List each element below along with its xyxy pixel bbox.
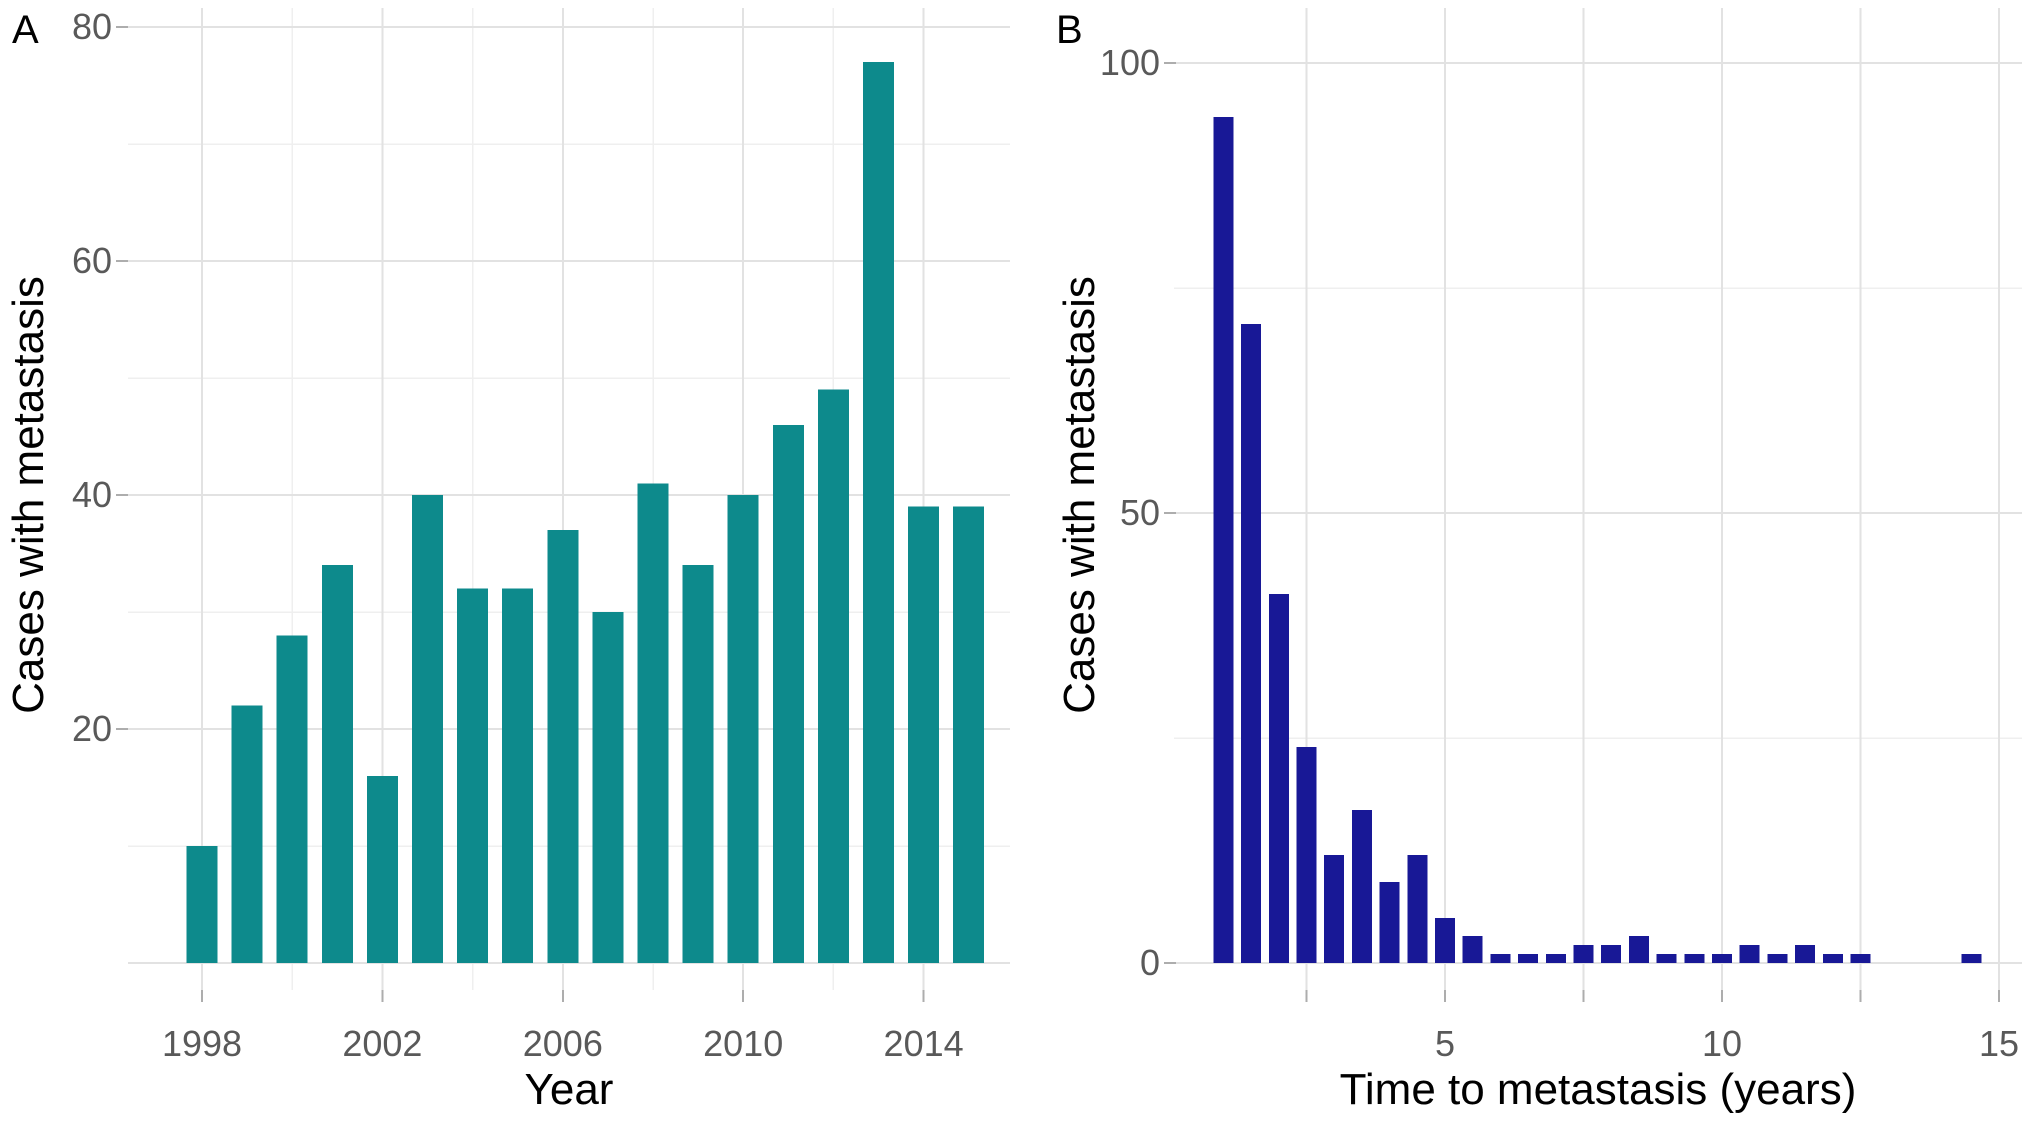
bar (1351, 810, 1372, 963)
bar (772, 424, 804, 963)
bar (682, 565, 714, 963)
bar (1435, 918, 1455, 963)
panel-a-label: A (12, 8, 39, 52)
x-tick-label: 10 (1702, 1023, 1742, 1064)
bar (276, 635, 308, 963)
y-tick-label: 50 (1120, 492, 1160, 533)
bar (1767, 954, 1788, 963)
bar (1545, 954, 1566, 963)
bar (366, 775, 398, 963)
bar (1462, 936, 1483, 963)
bar (1490, 954, 1511, 963)
bar (1795, 945, 1816, 963)
bar (1213, 117, 1234, 963)
bar (231, 705, 263, 963)
bar (1739, 945, 1760, 963)
bar (1573, 945, 1594, 963)
bar (1850, 954, 1871, 963)
bar (547, 530, 579, 963)
x-tick-label: 1998 (162, 1023, 242, 1064)
bar (1518, 954, 1539, 963)
bar (953, 506, 985, 963)
bar (186, 846, 218, 963)
bar (1601, 945, 1622, 963)
bar (637, 483, 669, 963)
bar (727, 495, 759, 963)
y-tick-label: 40 (72, 474, 112, 515)
bar (863, 62, 894, 964)
panel-b-label: B (1056, 8, 1083, 52)
bar (592, 612, 624, 963)
y-tick-label: 60 (72, 240, 112, 281)
bar (1961, 954, 1982, 963)
y-tick-label: 20 (72, 708, 112, 749)
bar (1241, 324, 1262, 963)
bar (1656, 954, 1677, 963)
bar (1712, 954, 1732, 963)
bar (1296, 747, 1317, 963)
x-tick-label: 15 (1979, 1023, 2019, 1064)
y-tick-label: 0 (1140, 942, 1160, 983)
y-tick-label: 80 (72, 6, 112, 47)
bar (908, 506, 940, 963)
panel-b-x-axis-title: Time to metastasis (years) (1339, 1065, 1857, 1114)
bar (321, 565, 353, 963)
panel-a-x-axis-title: Year (524, 1065, 614, 1114)
bar (1268, 594, 1289, 963)
bar (412, 495, 443, 963)
bar (817, 389, 849, 963)
bar (1407, 855, 1428, 963)
x-tick-label: 2014 (884, 1023, 964, 1064)
bar (502, 588, 534, 963)
bar (457, 588, 489, 963)
bar (1684, 954, 1705, 963)
x-tick-label: 2010 (703, 1023, 783, 1064)
bar (1379, 882, 1400, 963)
x-tick-label: 2006 (523, 1023, 603, 1064)
bar (1324, 855, 1345, 963)
bar (1628, 936, 1649, 963)
panel-b-y-axis-title: Cases with metastasis (1055, 276, 1104, 714)
y-tick-label: 100 (1100, 42, 1160, 83)
panel-a-y-axis-title: Cases with metastasis (4, 276, 53, 714)
x-tick-label: 5 (1435, 1023, 1455, 1064)
x-tick-label: 2002 (342, 1023, 422, 1064)
bar (1822, 954, 1843, 963)
